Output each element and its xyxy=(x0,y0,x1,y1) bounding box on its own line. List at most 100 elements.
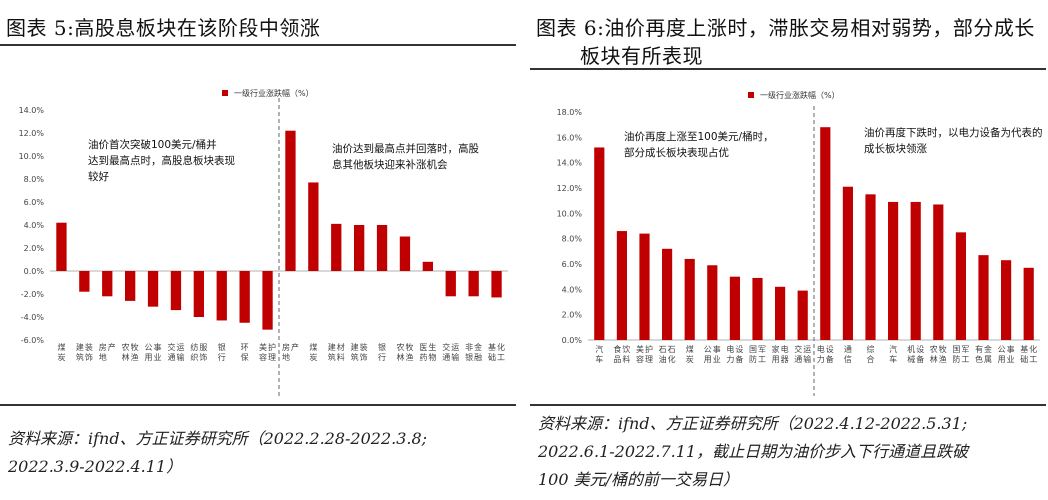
right-source-line-3: 100 美元/桶的前一交易日） xyxy=(538,470,740,489)
right-y-tick-label: 6.0% xyxy=(562,260,583,269)
left-bar xyxy=(239,271,250,323)
left-bar xyxy=(124,271,136,301)
left-bar xyxy=(285,130,296,271)
left-bar xyxy=(170,271,182,311)
left-annotation: 油价达到最高点并回落时，高股息其他板块迎来补涨机会 xyxy=(332,142,479,171)
left-y-tick-label: 0.0% xyxy=(24,267,45,276)
right-bar xyxy=(888,201,899,340)
right-bar xyxy=(910,201,921,340)
right-y-tick-label: 8.0% xyxy=(562,235,583,244)
right-bar xyxy=(616,231,627,340)
left-category-label: 非银金融 xyxy=(465,342,482,362)
right-bar xyxy=(978,255,989,340)
left-category-label: 农林牧渔 xyxy=(122,342,139,362)
right-y-tick-label: 2.0% xyxy=(562,311,583,320)
right-bar xyxy=(955,232,966,340)
right-bar xyxy=(1023,267,1034,340)
right-bar xyxy=(594,147,605,340)
left-source-rule xyxy=(0,404,516,406)
right-category-label: 煤炭 xyxy=(686,344,694,364)
right-category-label: 农林牧渔 xyxy=(930,344,947,364)
left-bar xyxy=(262,271,273,330)
left-y-tick-label: 10.0% xyxy=(19,152,45,161)
left-category-label: 银行 xyxy=(218,342,226,362)
left-y-tick-label: -4.0% xyxy=(21,313,45,322)
right-bar xyxy=(933,204,944,340)
right-category-label: 国防军工 xyxy=(749,345,766,364)
right-source-note: 资料来源：ifnd、方正证券研究所（2022.4.12-2022.5.31; 2… xyxy=(538,410,968,494)
left-bar xyxy=(56,222,67,271)
right-bar xyxy=(639,233,650,340)
right-figure-title: 图表 6:油价再度上涨时，滞胀交易相对弱势，部分成长 板块有所表现 xyxy=(536,14,1035,70)
right-category-label: 汽车 xyxy=(889,344,897,364)
left-y-tick-label: 12.0% xyxy=(19,129,45,138)
left-bar xyxy=(445,271,456,297)
right-bar xyxy=(752,277,763,340)
right-y-tick-label: 18.0% xyxy=(557,108,583,117)
right-bar xyxy=(797,290,808,340)
right-category-label: 石油石化 xyxy=(659,345,676,364)
right-bar xyxy=(1001,260,1012,340)
left-legend-swatch xyxy=(222,90,228,96)
right-bar xyxy=(662,248,673,340)
right-category-label: 有色金属 xyxy=(975,344,992,364)
right-bar-chart: 一级行业涨跌幅（%） 18.0% 16.0% 14.0% 12.0% 10.0% 8.0% 6… xyxy=(557,90,1043,396)
right-bar xyxy=(865,194,876,340)
right-figure-title-line-1: 图表 6:油价再度上涨时，滞胀交易相对弱势，部分成长 xyxy=(536,16,1035,40)
left-bar xyxy=(399,236,411,271)
left-legend-label: 一级行业涨跌幅（%） xyxy=(234,88,314,98)
left-category-label: 交通运输 xyxy=(167,342,184,362)
right-category-label: 基础化工 xyxy=(1020,344,1037,364)
right-figure-panel: 图表 6:油价再度上涨时，滞胀交易相对弱势，部分成长 板块有所表现 一级行业涨跌… xyxy=(530,0,1048,500)
right-figure-title-line-2: 板块有所表现 xyxy=(580,44,703,68)
right-category-label: 公用事业 xyxy=(998,344,1015,364)
left-bar xyxy=(491,271,502,298)
left-y-tick-label: 14.0% xyxy=(19,106,45,115)
left-bar xyxy=(376,225,388,271)
right-source-line-2: 2022.6.1-2022.7.11，截止日期为油价步入下行通道且跌破 xyxy=(538,442,969,461)
left-y-tick-label: -2.0% xyxy=(21,290,45,299)
left-category-label: 环保 xyxy=(241,343,249,362)
left-category-label: 农林牧渔 xyxy=(396,342,413,362)
right-title-rule xyxy=(530,68,1046,70)
left-figure-title: 图表 5:高股息板块在该阶段中领涨 xyxy=(6,16,321,40)
left-category-label: 基础化工 xyxy=(488,342,505,362)
right-category-label: 公用事业 xyxy=(704,344,721,364)
left-figure-panel: 图表 5:高股息板块在该阶段中领涨 一级行业涨跌幅（%） 14.0% 12.0% 10… xyxy=(0,0,516,500)
left-y-tick-label: 8.0% xyxy=(24,175,45,184)
left-category-label: 交通运输 xyxy=(442,342,459,362)
right-category-label: 电力设备 xyxy=(817,344,834,364)
left-bar xyxy=(79,271,90,292)
right-bar xyxy=(775,286,786,340)
left-bar-chart: 一级行业涨跌幅（%） 14.0% 12.0% 10.0% 8.0% 6.0% 4.0% 2.0… xyxy=(19,88,508,396)
left-category-label: 煤炭 xyxy=(57,342,65,362)
right-bar xyxy=(684,258,695,340)
right-category-label: 家用电器 xyxy=(772,344,789,364)
right-bar xyxy=(729,276,740,340)
left-bar xyxy=(147,271,159,307)
left-bar xyxy=(102,271,113,297)
right-category-label: 汽车 xyxy=(595,344,603,364)
right-bar xyxy=(707,265,718,340)
left-bar xyxy=(193,271,205,317)
left-title-rule xyxy=(0,44,516,46)
left-annotation: 油价首次突破100美元/桶并达到最高点时，高股息板块表现较好 xyxy=(88,138,235,183)
left-category-label: 建筑装饰 xyxy=(76,342,93,362)
left-bar xyxy=(308,182,319,271)
left-bar xyxy=(331,223,342,271)
right-annotation: 油价再度下跌时，以电力设备为代表的成长板块领涨 xyxy=(864,126,1043,155)
left-y-tick-label: -6.0% xyxy=(21,336,45,345)
right-source-rule xyxy=(530,404,1046,406)
left-category-label: 建筑材料 xyxy=(328,342,345,362)
left-category-label: 煤炭 xyxy=(309,342,317,362)
right-y-tick-label: 4.0% xyxy=(562,285,583,294)
right-y-tick-label: 10.0% xyxy=(557,209,583,218)
right-y-tick-label: 12.0% xyxy=(557,184,583,193)
right-category-label: 综合 xyxy=(867,344,875,364)
left-y-tick-label: 4.0% xyxy=(24,221,45,230)
left-source-note: 资料来源：ifnd、方正证券研究所（2022.2.28-2022.3.8; 20… xyxy=(8,425,427,481)
right-legend-swatch xyxy=(748,92,754,98)
left-y-tick-label: 6.0% xyxy=(24,198,45,207)
left-bar xyxy=(216,271,227,321)
left-y-tick-label: 2.0% xyxy=(24,244,45,253)
